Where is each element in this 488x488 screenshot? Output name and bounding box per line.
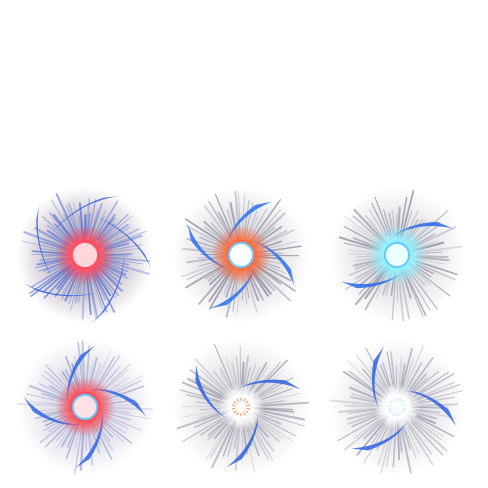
swirl-arms bbox=[187, 201, 295, 309]
swirl-arms bbox=[195, 364, 301, 468]
energy-burst-sprite-1 bbox=[10, 180, 160, 330]
core bbox=[72, 242, 98, 268]
energy-burst-sprite-6 bbox=[322, 332, 472, 482]
swirl-arms bbox=[340, 221, 454, 289]
energy-burst-sprite-3 bbox=[322, 180, 472, 330]
swirl-arms bbox=[20, 195, 153, 325]
core bbox=[71, 393, 99, 421]
core-spark bbox=[387, 395, 411, 416]
swirl-arms bbox=[351, 346, 457, 451]
core bbox=[383, 241, 411, 269]
core bbox=[227, 241, 255, 269]
energy-burst-sprite-5 bbox=[166, 332, 316, 482]
swirl-arms bbox=[23, 345, 147, 469]
energy-burst-sprite-4 bbox=[10, 332, 160, 482]
core-spark bbox=[229, 394, 255, 422]
energy-burst-sprite-2 bbox=[166, 180, 316, 330]
